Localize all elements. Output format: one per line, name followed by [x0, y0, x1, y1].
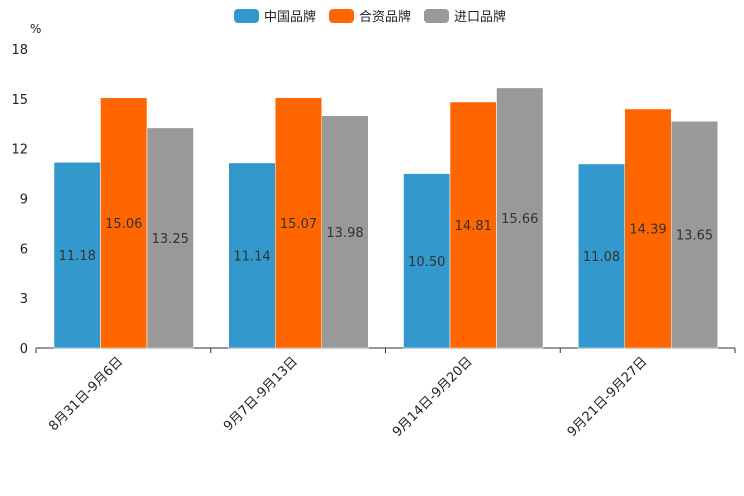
y-tick-label-3: 3 [20, 292, 28, 307]
y-tick-label-15: 15 [11, 93, 28, 108]
x-tick-label-2: 9月7日-9月13日 [221, 354, 301, 434]
data-label-3-2: 14.81 [455, 219, 492, 234]
bar-4-3 [671, 121, 718, 349]
legend-swatch-2 [329, 9, 354, 23]
bar-1-2 [100, 97, 148, 349]
bar-1-3 [146, 127, 194, 349]
legend-swatch-1 [234, 9, 259, 23]
data-label-1-1: 11.18 [59, 249, 96, 264]
y-tick-label-12: 12 [11, 143, 28, 158]
data-label-2-1: 11.14 [233, 249, 270, 264]
legend-label-1: 中国品牌 [264, 9, 316, 25]
data-label-2-2: 15.07 [280, 217, 317, 232]
bar-2-3 [321, 115, 369, 349]
data-label-3-3: 15.66 [501, 212, 538, 227]
bar-2-1 [228, 162, 276, 349]
y-tick-label-18: 18 [11, 43, 28, 58]
bar-2-2 [275, 97, 322, 349]
data-label-1-3: 13.25 [152, 232, 189, 247]
legend-label-2: 合资品牌 [359, 9, 411, 25]
x-tick-label-3: 9月14日-9月20日 [390, 354, 476, 440]
bar-3-2 [449, 101, 497, 349]
y-tick-label-9: 9 [20, 193, 28, 208]
x-axis: 8月31日-9月6日 9月7日-9月13日 9月14日-9月20日 9月21日-9月2… [35, 348, 736, 440]
bar-3-1 [403, 173, 451, 349]
data-label-2-3: 13.98 [326, 226, 363, 241]
data-label-4-2: 14.39 [629, 222, 666, 237]
bar-4-1 [578, 163, 625, 349]
data-label-4-1: 11.08 [583, 250, 620, 265]
y-axis-unit-label: % [30, 22, 41, 36]
bar-1-1 [53, 162, 101, 349]
data-label-4-3: 13.65 [676, 229, 713, 244]
bar-4-2 [624, 108, 672, 349]
bar-3-3 [496, 87, 544, 349]
chart-legend: 中国品牌 合资品牌 进口品牌 [234, 9, 506, 25]
y-tick-label-6: 6 [20, 242, 28, 257]
y-tick-label-0: 0 [20, 342, 28, 357]
bar-series-group: 11.18 15.06 13.25 11.14 15.07 13.98 10.50 14.81… [53, 87, 718, 349]
x-tick-label-4: 9月21日-9月27日 [565, 354, 651, 440]
x-tick-label-1: 8月31日-9月6日 [46, 354, 126, 434]
data-label-1-2: 15.06 [105, 217, 142, 232]
legend-swatch-3 [424, 9, 449, 23]
data-label-3-1: 10.50 [408, 255, 445, 270]
legend-label-3: 进口品牌 [454, 9, 506, 25]
